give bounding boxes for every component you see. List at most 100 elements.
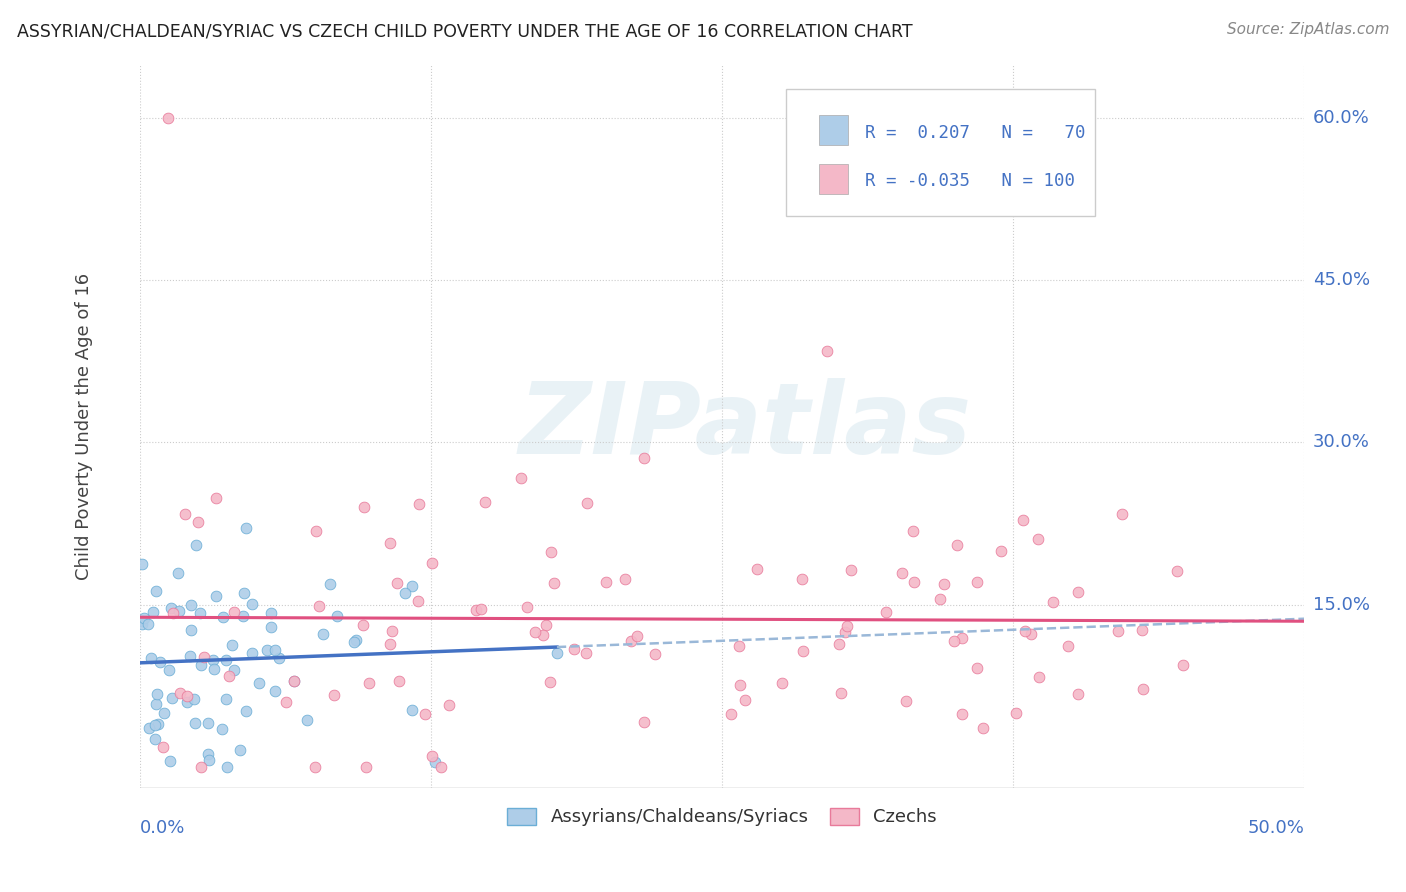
Point xyxy=(174,508,197,522)
Point xyxy=(145,584,167,599)
Point xyxy=(830,686,852,700)
Point xyxy=(534,618,557,632)
Bar xyxy=(818,164,848,194)
Text: ZIPatlas: ZIPatlas xyxy=(519,377,972,475)
Point xyxy=(359,676,381,690)
Text: 0.0%: 0.0% xyxy=(139,819,186,837)
Point xyxy=(190,606,212,620)
Point xyxy=(159,601,181,615)
Point xyxy=(308,599,330,614)
Point xyxy=(614,572,637,586)
Point xyxy=(1019,626,1042,640)
Point xyxy=(267,651,290,665)
Point xyxy=(184,716,207,731)
Point xyxy=(132,610,155,624)
Point xyxy=(215,691,238,706)
Point xyxy=(1042,595,1064,609)
Point xyxy=(202,662,225,676)
Point xyxy=(179,648,201,663)
Point xyxy=(540,544,562,558)
Point xyxy=(202,653,225,667)
Point xyxy=(193,649,215,664)
Point xyxy=(148,717,170,731)
Point xyxy=(385,576,408,591)
Text: Child Poverty Under the Age of 16: Child Poverty Under the Age of 16 xyxy=(75,273,93,580)
Legend: Assyrians/Chaldeans/Syriacs, Czechs: Assyrians/Chaldeans/Syriacs, Czechs xyxy=(499,800,945,834)
Point xyxy=(1057,640,1080,654)
Point xyxy=(950,631,973,645)
Point xyxy=(304,760,326,774)
Point xyxy=(901,524,924,538)
Point xyxy=(198,753,221,767)
Point xyxy=(464,603,486,617)
Point xyxy=(575,646,598,660)
Point xyxy=(792,644,814,658)
Point xyxy=(145,697,167,711)
Point xyxy=(644,647,666,661)
Point xyxy=(356,760,378,774)
Point xyxy=(946,537,969,551)
Point xyxy=(142,605,165,619)
Point xyxy=(353,500,375,515)
Point xyxy=(187,515,209,529)
Point xyxy=(745,561,768,575)
Point xyxy=(138,721,160,735)
Point xyxy=(531,627,554,641)
Point xyxy=(401,579,423,593)
Point xyxy=(212,610,235,624)
Point xyxy=(211,723,233,737)
Point xyxy=(546,646,568,660)
Point xyxy=(423,755,446,769)
Point xyxy=(1107,624,1129,639)
Point xyxy=(180,599,202,613)
Point xyxy=(319,576,342,591)
Point xyxy=(323,689,346,703)
Point xyxy=(159,754,181,768)
Point xyxy=(620,634,643,648)
Point xyxy=(1014,624,1036,638)
Point xyxy=(264,643,287,657)
Point xyxy=(297,713,319,727)
Text: 30.0%: 30.0% xyxy=(1313,434,1369,451)
Point xyxy=(1132,682,1154,697)
Point xyxy=(770,675,793,690)
Point xyxy=(1173,657,1195,672)
Point xyxy=(834,624,856,639)
Point xyxy=(283,673,305,688)
Point xyxy=(792,572,814,586)
Point xyxy=(727,639,749,653)
Point xyxy=(966,661,988,675)
Point xyxy=(136,617,159,632)
Point xyxy=(388,673,411,688)
Point xyxy=(401,703,423,717)
Point xyxy=(408,497,430,511)
Point xyxy=(1011,513,1033,527)
Point xyxy=(233,586,256,600)
Point xyxy=(235,704,257,718)
Point xyxy=(1067,687,1090,701)
Point xyxy=(413,707,436,722)
Point xyxy=(990,543,1012,558)
Point xyxy=(157,663,180,677)
Text: R = -0.035   N = 100: R = -0.035 N = 100 xyxy=(865,172,1076,190)
Point xyxy=(205,589,228,603)
Point xyxy=(153,706,176,721)
Point xyxy=(966,574,988,589)
Point xyxy=(190,760,212,774)
Point xyxy=(633,714,655,729)
Point xyxy=(326,608,349,623)
Point xyxy=(160,690,183,705)
Point xyxy=(626,629,648,643)
Point xyxy=(474,494,496,508)
Point xyxy=(633,451,655,466)
Point xyxy=(408,593,430,607)
Point xyxy=(260,620,283,634)
Point xyxy=(437,698,460,712)
Text: Source: ZipAtlas.com: Source: ZipAtlas.com xyxy=(1226,22,1389,37)
Point xyxy=(728,678,751,692)
Point xyxy=(380,536,402,550)
Point xyxy=(891,566,914,580)
Point xyxy=(932,577,955,591)
Point xyxy=(247,676,270,690)
Point xyxy=(595,574,617,589)
